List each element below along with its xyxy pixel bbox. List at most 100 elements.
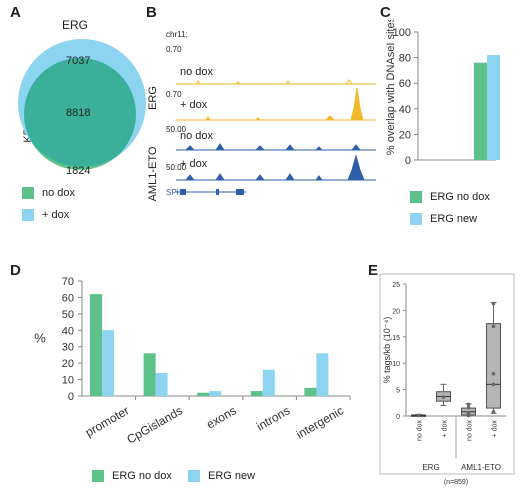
e-point-2-3 bbox=[466, 402, 471, 407]
e-y-tick-label: 5 bbox=[396, 388, 400, 395]
e-group-label-aml: AML1-ETO bbox=[461, 463, 501, 472]
venn-legend-plus-dox: + dox bbox=[22, 209, 69, 221]
d-y-tick-label: 20 bbox=[62, 358, 74, 370]
c-y-tick-label: 80 bbox=[399, 53, 411, 65]
track-aml-plus-dox-signal bbox=[185, 154, 365, 181]
legend-c-no-dox-swatch bbox=[410, 191, 422, 203]
track-label-erg-plus-dox: + dox bbox=[180, 99, 208, 111]
e-point-3-2 bbox=[491, 371, 496, 376]
gene-model-exon-2 bbox=[216, 189, 219, 195]
e-x-tick-label: no dox bbox=[417, 420, 424, 442]
legend-c-new: ERG new bbox=[410, 213, 477, 225]
d-bar-2-0 bbox=[197, 392, 210, 396]
d-x-tick-label: intergenic bbox=[294, 403, 346, 441]
venn-overlap bbox=[24, 58, 136, 167]
d-bar-2-1 bbox=[209, 391, 222, 396]
e-point-3-1 bbox=[491, 382, 496, 387]
legend-c-new-label: ERG new bbox=[430, 213, 478, 225]
d-bar-4-0 bbox=[304, 387, 317, 396]
e-y-tick-label: 25 bbox=[392, 282, 400, 289]
e-point-2-1 bbox=[466, 411, 471, 415]
e-point-3-3 bbox=[491, 324, 496, 329]
d-x-tick-label: exons bbox=[204, 403, 239, 431]
e-y-tick-label: 10 bbox=[392, 361, 400, 368]
c-bar-0 bbox=[474, 62, 487, 160]
track-erg-plus-dox-signal bbox=[205, 87, 364, 121]
e-point-3-0 bbox=[491, 409, 496, 414]
chart-c: 0 20 40 60 80 100% overlap with DNAseI sites bbox=[385, 20, 500, 167]
d-y-tick-label: 0 bbox=[68, 391, 74, 403]
legend-d-no-dox-label: ERG no dox bbox=[112, 470, 172, 482]
e-box-3 bbox=[486, 323, 501, 409]
track-aml-no-dox-signal bbox=[185, 143, 361, 151]
panel-letter-c: C bbox=[380, 4, 391, 21]
venn-legend-no-dox-label: no dox bbox=[42, 187, 76, 199]
legend-d-no-dox-swatch bbox=[92, 470, 104, 482]
venn-count-overlap: 8818 bbox=[66, 107, 91, 119]
e-y-label: % tags/kb (10⁻⁴) bbox=[382, 317, 392, 384]
panel-letter-a: A bbox=[10, 4, 21, 21]
venn-legend-no-dox: no dox bbox=[22, 187, 75, 199]
venn-legend-no-dox-swatch bbox=[22, 187, 34, 199]
legend-c-no-dox: ERG no dox bbox=[410, 191, 490, 203]
genome-tracks bbox=[176, 79, 376, 195]
e-point-3-4 bbox=[491, 301, 496, 306]
track-group-erg-label: ERG bbox=[147, 86, 159, 110]
e-x-tick-label: + dox bbox=[492, 420, 499, 438]
c-y-tick-label: 40 bbox=[399, 104, 411, 116]
panel-letter-e: E bbox=[368, 262, 379, 279]
c-y-label: % overlap with DNAseI sites bbox=[385, 20, 397, 155]
venn-count-no-dox-only: 1824 bbox=[66, 165, 91, 177]
e-note: (n=859) bbox=[444, 479, 468, 486]
d-bar-3-1 bbox=[262, 369, 275, 396]
track-scale-erg-plus-dox: 0.70 bbox=[166, 90, 182, 99]
chart-e: 0 5 10 15 20 25 % tags/kb (10⁻⁴) no dox + dox no … bbox=[379, 273, 515, 486]
panel-letter-d: D bbox=[10, 262, 21, 279]
gene-model-exon-3 bbox=[236, 189, 244, 195]
legend-d-new: ERG new bbox=[188, 470, 255, 482]
track-scale-aml-plus-dox: 50.00 bbox=[166, 163, 187, 172]
e-y-tick-label: 15 bbox=[392, 335, 400, 342]
d-bar-0-1 bbox=[102, 330, 114, 396]
track-coord: chr11: bbox=[166, 30, 188, 39]
track-label-aml-plus-dox: + dox bbox=[180, 158, 208, 170]
track-label-erg-no-dox: no dox bbox=[180, 66, 214, 78]
track-label-aml-no-dox: no dox bbox=[180, 130, 214, 142]
d-y-label: % bbox=[34, 331, 46, 346]
c-y-tick-label: 60 bbox=[399, 78, 411, 90]
track-gene-label: SPI1 bbox=[166, 188, 184, 197]
c-y-tick-label: 0 bbox=[405, 155, 411, 167]
track-erg-no-dox-signal bbox=[195, 79, 353, 85]
e-group-label-erg: ERG bbox=[422, 463, 439, 472]
d-bar-1-0 bbox=[143, 353, 156, 396]
track-scale-erg-no-dox: 0.70 bbox=[166, 45, 182, 54]
c-bar-1 bbox=[487, 55, 500, 160]
e-point-2-2 bbox=[466, 405, 471, 410]
c-y-tick-label: 20 bbox=[399, 129, 411, 141]
e-y-tick-label: 0 bbox=[396, 414, 400, 421]
track-group-aml1-eto-label: AML1-ETO bbox=[147, 146, 159, 202]
d-y-tick-label: 10 bbox=[62, 375, 74, 387]
d-x-tick-label: introns bbox=[254, 403, 292, 433]
d-bar-1-1 bbox=[155, 373, 168, 396]
d-bar-3-0 bbox=[250, 391, 263, 396]
d-y-tick-label: 70 bbox=[62, 276, 74, 288]
panel-letter-b: B bbox=[146, 4, 157, 21]
legend-c-no-dox-label: ERG no dox bbox=[430, 191, 490, 203]
e-point-1-0 bbox=[441, 395, 446, 399]
e-point-0-0 bbox=[416, 413, 421, 418]
d-y-tick-label: 60 bbox=[62, 292, 74, 304]
legend-c-new-swatch bbox=[410, 213, 422, 225]
e-x-tick-label: + dox bbox=[442, 420, 449, 438]
gene-model-exon-1 bbox=[180, 189, 186, 195]
d-x-tick-label: CpGislands bbox=[124, 403, 185, 446]
e-frame bbox=[379, 273, 515, 475]
d-y-tick-label: 30 bbox=[62, 342, 74, 354]
d-bar-4-1 bbox=[316, 353, 329, 396]
venn-diagram bbox=[18, 39, 146, 170]
c-y-tick-label: 100 bbox=[393, 27, 411, 39]
venn-legend-plus-dox-swatch bbox=[22, 209, 34, 221]
e-point-2-0 bbox=[466, 413, 471, 418]
legend-d-no-dox: ERG no dox bbox=[92, 470, 172, 482]
